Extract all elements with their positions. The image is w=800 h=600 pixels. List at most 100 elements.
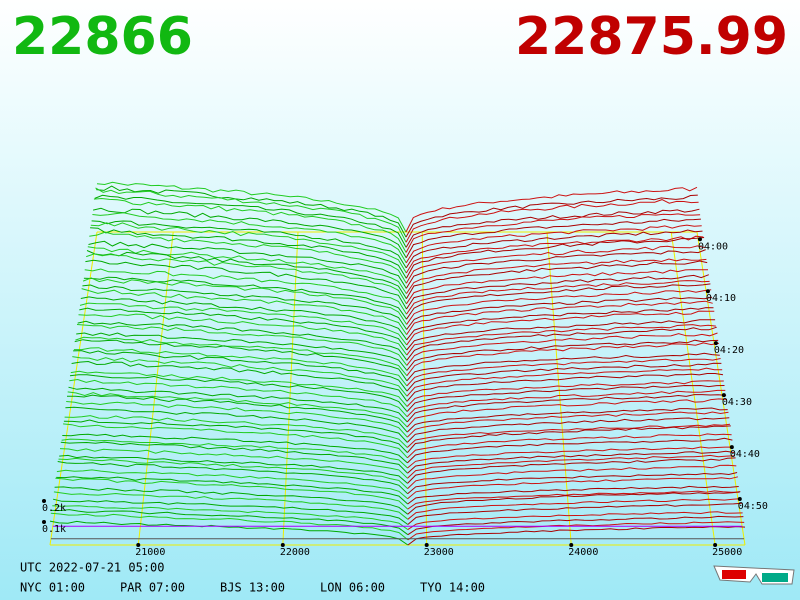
ask-depth-line <box>406 407 728 433</box>
bid-depth-line <box>82 277 408 325</box>
bid-depth-line <box>76 324 408 366</box>
ask-depth-line <box>406 307 714 341</box>
bid-depth-line <box>49 520 409 546</box>
bid-depth-line <box>87 246 407 294</box>
ask-depth-line <box>406 352 720 382</box>
bid-depth-line <box>72 356 408 397</box>
bid-depth-line <box>57 461 408 495</box>
bid-depth-line <box>75 336 408 377</box>
bid-depth-line <box>71 360 408 402</box>
ask-depth-line <box>405 237 705 279</box>
ask-depth-line <box>406 319 716 351</box>
bid-depth-line <box>63 419 408 453</box>
time-tick-label: 04:40 <box>730 449 760 460</box>
time-tick <box>737 497 742 502</box>
ask-depth-line <box>407 515 744 536</box>
bid-depth-line <box>82 284 408 330</box>
ask-depth-line <box>407 450 735 474</box>
bid-depth-line <box>67 394 408 433</box>
bid-depth-line <box>76 332 408 371</box>
price-tick-label: 22000 <box>280 547 310 558</box>
ask-depth-line <box>406 358 721 387</box>
bid-depth-line <box>92 207 407 258</box>
ask-depth-line <box>406 398 727 428</box>
depth-tick <box>42 499 46 503</box>
bid-depth-line <box>59 448 408 479</box>
time-tick <box>721 393 726 398</box>
bid-depth-line <box>58 457 408 489</box>
ask-depth-line <box>406 373 724 402</box>
ask-depth-line <box>406 324 716 356</box>
red-lens <box>722 570 746 579</box>
ask-depth-line <box>406 367 723 397</box>
time-tick-label: 04:10 <box>706 293 736 304</box>
bid-depth-line <box>84 268 407 315</box>
bid-depth-line <box>62 433 408 464</box>
price-tick <box>136 543 141 547</box>
bid-depth-line <box>86 250 407 299</box>
bid-depth-line <box>59 454 408 484</box>
ask-depth-line <box>405 249 706 289</box>
bid-depth-line <box>83 276 407 320</box>
bid-depth-line <box>69 378 408 418</box>
price-tick <box>713 543 718 547</box>
bid-depth-line <box>54 486 409 515</box>
ask-depth-line <box>407 454 735 479</box>
bid-depth-line <box>56 476 409 505</box>
bid-depth-line <box>86 253 407 305</box>
ask-depth-line <box>407 491 741 515</box>
bid-depth-line <box>96 185 407 238</box>
bid-depth-line <box>81 288 408 335</box>
ask-depth-line <box>407 498 742 520</box>
bid-depth-line <box>64 415 408 448</box>
ask-price: 22875.99 <box>515 7 788 67</box>
ask-depth-line <box>407 425 731 453</box>
city-times: NYC 01:00 PAR 07:00 BJS 13:00 LON 06:00 TYO … <box>20 581 485 595</box>
ask-depth-line <box>406 332 718 366</box>
ask-depth-line <box>406 280 710 315</box>
bid-depth-line <box>93 197 407 253</box>
time-tick <box>729 445 734 450</box>
time-tick-label: 04:00 <box>698 241 728 252</box>
bid-depth-line <box>52 505 409 531</box>
bid-depth-line <box>50 512 409 541</box>
bid-depth-line <box>79 307 408 351</box>
bid-depth-line <box>67 391 408 428</box>
ask-depth-line <box>406 283 711 320</box>
ask-depth-line <box>406 417 730 443</box>
bid-depth-line <box>78 313 408 356</box>
price-grid-line <box>670 231 716 546</box>
ask-depth-line <box>407 526 746 546</box>
ask-depth-line <box>407 457 736 484</box>
city-time: NYC 01:00 <box>20 581 85 595</box>
bid-depth-line <box>52 498 409 525</box>
bid-depth-line <box>53 491 409 520</box>
time-tick <box>705 289 710 294</box>
ask-depth-line <box>406 300 713 335</box>
time-tick-label: 04:50 <box>738 501 768 512</box>
bid-depth-line <box>90 222 407 274</box>
ask-depth-line <box>406 411 729 438</box>
ask-depth-line <box>407 485 739 505</box>
bid-depth-line <box>73 350 408 392</box>
ask-depth-line <box>405 194 698 238</box>
bid-depth-line <box>74 339 408 382</box>
depth-plot: 21000 22000 23000 24000 25000 04:00 04:10 04:20… <box>42 181 768 558</box>
ask-depth-line <box>406 423 731 448</box>
price-tick-label: 23000 <box>424 547 454 558</box>
bid-depth-line <box>91 220 407 269</box>
bid-depth-line <box>55 477 409 510</box>
time-tick-label: 04:20 <box>714 345 744 356</box>
bid-depth-line <box>95 187 407 243</box>
bid-depth-line <box>60 441 408 474</box>
3d-glasses-icon[interactable] <box>713 565 795 585</box>
bid-depth-line <box>80 296 408 341</box>
ask-depth-line <box>405 218 701 258</box>
bid-depth-line <box>88 240 407 289</box>
ask-depth-line <box>406 362 722 392</box>
ask-depth-line <box>406 310 715 346</box>
ask-depth-line <box>406 289 712 325</box>
ask-depth-line <box>405 258 707 294</box>
